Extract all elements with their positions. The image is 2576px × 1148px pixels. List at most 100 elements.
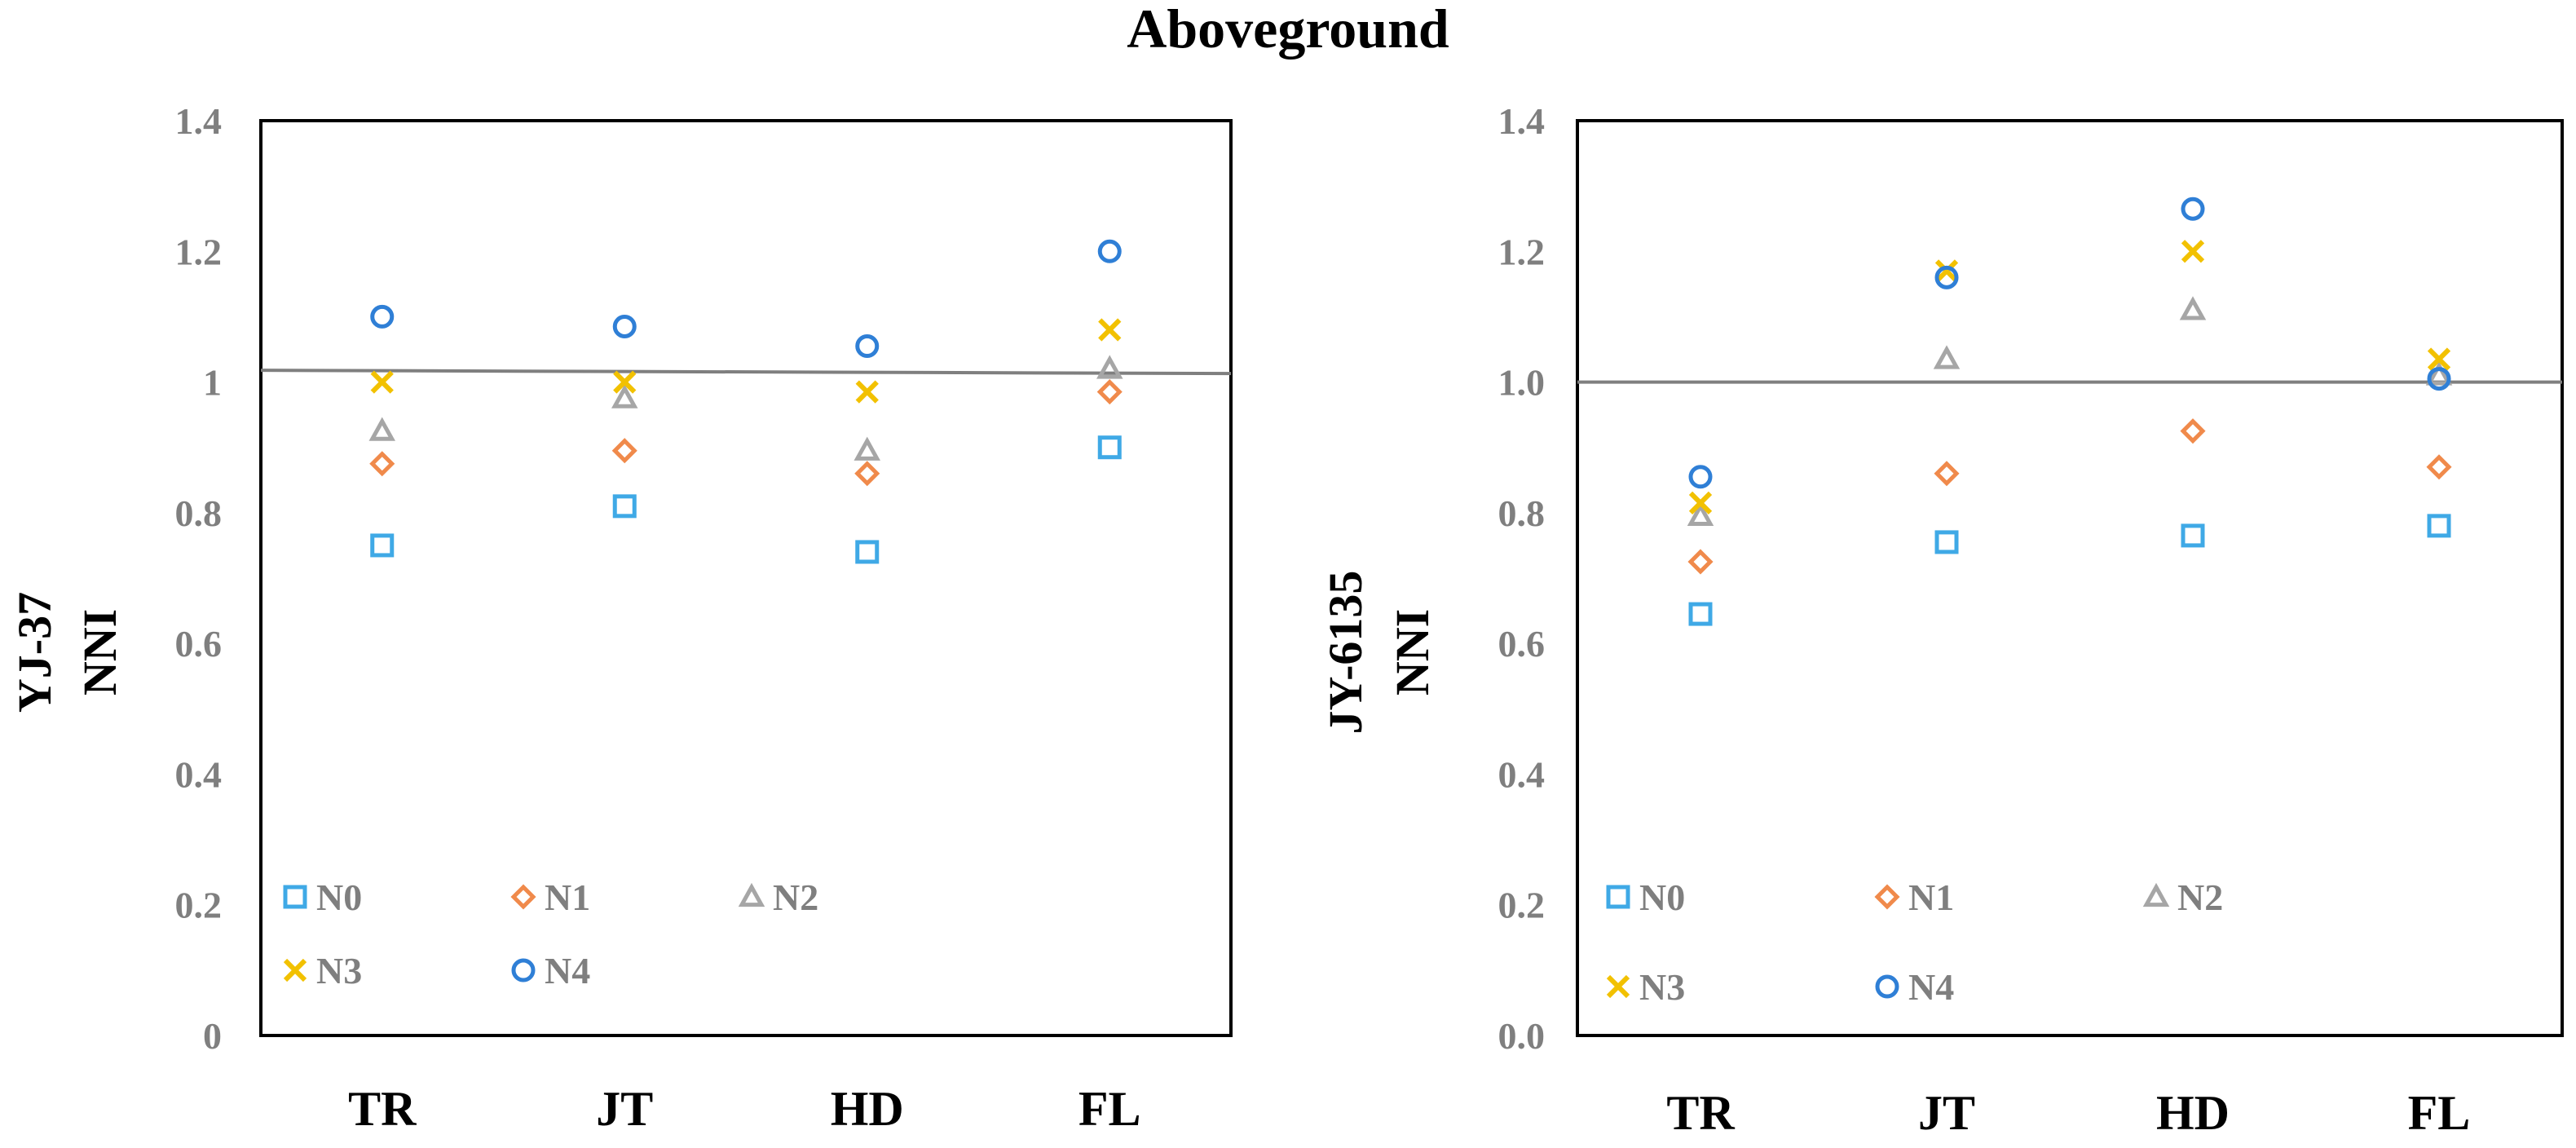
chart-1-legend-marker-n1 <box>510 884 536 910</box>
chart-2-legend-marker-n0 <box>1606 885 1630 909</box>
chart-1-point-n0 <box>612 494 637 519</box>
chart-2-point-n1 <box>1934 461 1960 487</box>
chart-1-ytick-label: 0.8 <box>175 492 223 534</box>
chart-2-y-axis-title: NNI <box>1386 609 1439 695</box>
chart-2-category-label: HD <box>2156 1086 2230 1140</box>
chart-2-legend-label: N4 <box>1908 966 1954 1008</box>
chart-1-ytick-label: 1 <box>203 362 222 404</box>
chart-1-legend-label: N2 <box>773 876 818 918</box>
chart-1-point-n4 <box>1097 239 1122 263</box>
chart-1-legend-marker-n3-stroke-b <box>283 958 307 982</box>
chart-1-point-n3 <box>370 370 394 394</box>
chart-1-legend-item: N4 <box>511 950 590 991</box>
chart-2-point-n1 <box>1687 549 1714 575</box>
chart-1-ytick-label: 0.4 <box>175 753 223 795</box>
chart-1-legend-label: N0 <box>316 876 362 918</box>
chart-2-point-n3 <box>1688 491 1713 514</box>
chart-2-category-label: JT <box>1918 1086 1975 1140</box>
chart-1-point-n2 <box>611 384 638 408</box>
chart-2: 0.0 0.2 0.4 0.6 0.8 1.0 1.2 1.4 TR JT HD FL JY-6135 N… <box>1319 100 2564 1140</box>
chart-1-category-label: FL <box>1078 1082 1141 1136</box>
chart-1-point-n1 <box>1096 379 1123 405</box>
chart-1-plot-frame <box>259 119 1233 1037</box>
chart-1-ytick-label: 0 <box>203 1015 222 1057</box>
chart-1-category-label: TR <box>348 1082 417 1136</box>
chart-2-point-n4 <box>1688 465 1713 489</box>
chart-2-legend-label: N0 <box>1639 876 1685 918</box>
chart-2-ytick-label: 0.4 <box>1498 753 1546 795</box>
chart-1-legend-marker-n0 <box>283 885 307 909</box>
chart-2-plot-frame <box>1576 119 2564 1037</box>
chart-2-category-label: TR <box>1666 1086 1735 1140</box>
chart-2-legend-label: N3 <box>1639 966 1685 1008</box>
chart-2-point-n4 <box>2427 367 2451 391</box>
chart-1-legend-label: N3 <box>316 950 362 991</box>
chart-1-point-n1 <box>854 461 880 487</box>
chart-1-y-axis-title: YJ-37 <box>8 592 61 713</box>
chart-1-legend-label: N1 <box>545 876 590 918</box>
chart-2-legend-item: N3 <box>1606 966 1685 1008</box>
charts: 0 0.2 0.4 0.6 0.8 1 1.2 1.4 TR JT HD FL YJ-37 NNI N0 N1… <box>8 100 2564 1140</box>
chart-2-category-label: FL <box>2408 1086 2471 1140</box>
chart-2-ytick-label: 0.0 <box>1498 1015 1546 1057</box>
chart-2-point-n3-stroke-b <box>2427 347 2451 371</box>
chart-1-point-n3-stroke-b <box>613 370 637 394</box>
chart-2-ytick-label: 0.2 <box>1498 885 1546 926</box>
chart-2-point-n3 <box>2181 240 2205 263</box>
chart-2-ytick-label: 0.6 <box>1498 623 1546 665</box>
chart-2-legend-marker-n1 <box>1874 884 1900 910</box>
chart-1-point-n1 <box>369 451 395 477</box>
chart-1-legend-item: N1 <box>510 876 590 918</box>
chart-2-ytick-label: 0.8 <box>1498 492 1546 534</box>
chart-1-point-n0 <box>1097 435 1122 460</box>
chart-2-point-n0 <box>2427 514 2451 538</box>
chart-2-point-n3 <box>1934 259 1959 283</box>
chart-2-point-n3-stroke-b <box>2181 240 2205 263</box>
chart-1-legend-marker-n3 <box>283 958 307 982</box>
chart-2-legend-item: N2 <box>2142 876 2223 918</box>
chart-1-point-n2 <box>854 436 880 461</box>
chart-2-legend-label: N1 <box>1908 876 1954 918</box>
chart-1-point-n2 <box>1096 355 1123 379</box>
chart-1-point-n3 <box>613 370 637 394</box>
chart-1-point-n4 <box>855 333 880 358</box>
chart-2-point-n3-stroke-b <box>1688 491 1713 514</box>
chart-2-point-n4 <box>1934 265 1959 289</box>
chart-1-point-n3-stroke-b <box>1098 318 1122 342</box>
chart-2-legend-marker-n3 <box>1606 974 1630 999</box>
chart-2-y-axis-title: JY-6135 <box>1319 571 1372 735</box>
chart-1-point-n4 <box>612 314 637 338</box>
chart-2-legend-marker-n3-stroke-b <box>1606 974 1630 999</box>
chart-2-ytick-label: 1.4 <box>1498 100 1546 142</box>
chart-2-legend-item: N1 <box>1874 876 1954 918</box>
chart-1-reference-line <box>260 369 1232 376</box>
page-title: Aboveground <box>1127 0 1449 60</box>
chart-1-point-n0 <box>370 533 395 558</box>
chart-1-ytick-label: 0.2 <box>175 885 223 926</box>
chart-1-ytick-label: 1.4 <box>175 100 223 142</box>
chart-2-ytick-label: 1.0 <box>1498 362 1546 404</box>
chart-1-point-n4 <box>370 304 395 329</box>
chart-2-point-n2 <box>1933 345 1961 369</box>
chart-2-point-n0 <box>2181 523 2205 548</box>
chart-2-legend-marker-n4 <box>1875 974 1899 999</box>
chart-1-point-n3 <box>1098 318 1122 342</box>
chart-1-legend-marker-n4 <box>511 958 536 982</box>
chart-1-ytick-label: 1.2 <box>175 231 223 272</box>
chart-2-legend-marker-n2 <box>2142 882 2170 907</box>
chart-1-point-n3-stroke-b <box>370 370 394 394</box>
chart-1-legend-item: N3 <box>283 950 362 991</box>
chart-2-point-n2 <box>2179 296 2207 320</box>
chart-2-point-n1 <box>2426 454 2452 480</box>
chart-1-point-n3-stroke-b <box>855 380 879 404</box>
chart-2-point-n3 <box>2427 347 2451 371</box>
chart-2-point-n0 <box>1688 602 1713 626</box>
chart-2-point-n1 <box>2180 418 2206 444</box>
chart-1: 0 0.2 0.4 0.6 0.8 1 1.2 1.4 TR JT HD FL YJ-37 NNI N0 N1… <box>8 100 1233 1136</box>
chart-2-point-n0 <box>1934 530 1959 554</box>
chart-2-point-n4 <box>2181 196 2205 221</box>
chart-2-point-n2 <box>2425 361 2453 386</box>
chart-1-category-label: HD <box>831 1082 904 1136</box>
chart-1-legend-label: N4 <box>545 950 590 991</box>
